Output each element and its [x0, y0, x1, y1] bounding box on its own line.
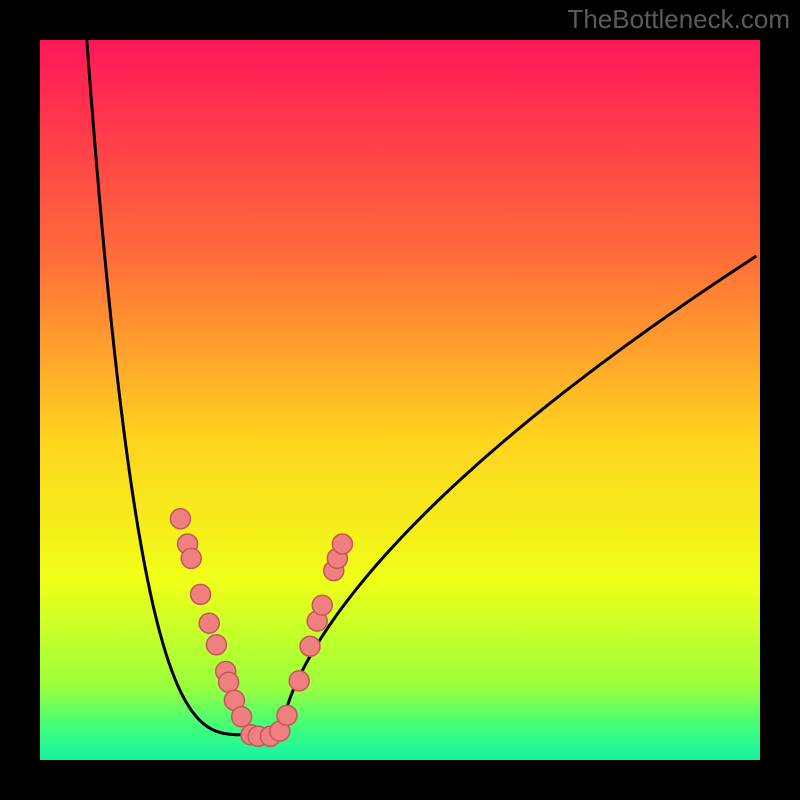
- curve-marker: [191, 584, 211, 604]
- curve-marker: [332, 534, 352, 554]
- bottleneck-chart: TheBottleneck.com: [0, 0, 800, 800]
- curve-marker: [232, 707, 252, 727]
- curve-marker: [181, 548, 201, 568]
- curve-marker: [300, 636, 320, 656]
- curve-marker: [199, 613, 219, 633]
- curve-marker: [277, 705, 297, 725]
- chart-svg: TheBottleneck.com: [0, 0, 800, 800]
- watermark-text: TheBottleneck.com: [567, 4, 790, 34]
- plot-background-gradient: [40, 40, 760, 760]
- curve-marker: [312, 595, 332, 615]
- curve-marker: [170, 509, 190, 529]
- curve-marker: [289, 671, 309, 691]
- curve-marker: [206, 635, 226, 655]
- curve-marker: [219, 672, 239, 692]
